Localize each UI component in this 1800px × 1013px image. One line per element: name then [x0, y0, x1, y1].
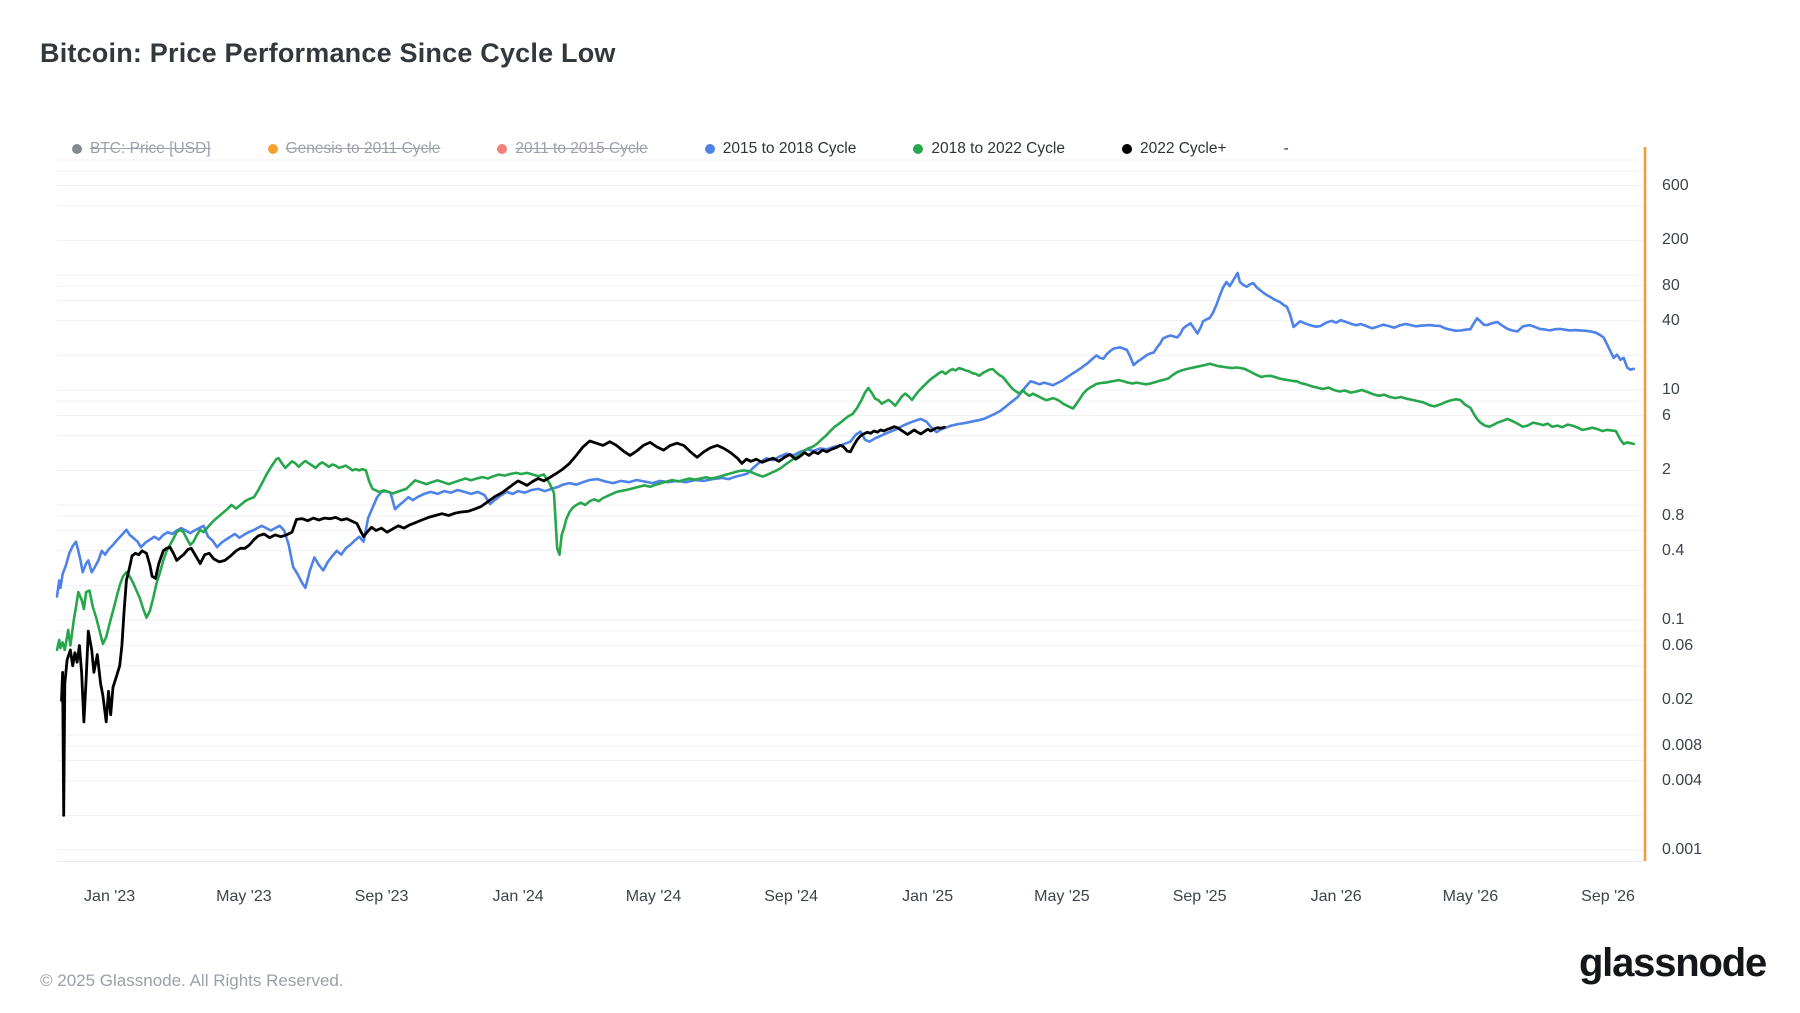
legend-dot-icon [497, 144, 508, 154]
legend-item-label: 2022 Cycle+ [1139, 140, 1227, 157]
legend: BTC: Price [USD] Genesis to 2011 Cycle 201… [72, 140, 1289, 158]
glassnode-logo: glassnode [1578, 941, 1767, 985]
copyright-text: © 2025 Glassnode. All Rights Reserved. [40, 971, 344, 990]
legend-item-label: 2018 to 2022 Cycle [931, 140, 1065, 157]
legend-dot-icon [704, 144, 715, 154]
y-axis-tick-label: 40 [1662, 311, 1680, 329]
y-axis-tick-label: 0.008 [1662, 737, 1703, 755]
y-axis-tick-label: 0.02 [1662, 691, 1694, 709]
legend-item-2[interactable]: 2011 to 2015 Cycle [497, 140, 648, 158]
y-axis-tick-label: 0.004 [1662, 771, 1703, 789]
x-axis-tick-label: May '23 [216, 888, 272, 905]
y-axis-tick-label: 10 [1662, 381, 1680, 398]
series-line-2 [60, 425, 946, 817]
page-title: Bitcoin: Price Performance Since Cycle L… [40, 38, 616, 68]
y-axis-tick-label: 0.06 [1662, 636, 1694, 654]
x-axis-tick-label: May '25 [1034, 888, 1090, 905]
x-axis-tick-label: Sep '23 [354, 888, 409, 905]
x-axis-tick-label: Sep '24 [764, 888, 819, 905]
legend-item-label: BTC: Price [USD] [90, 140, 211, 157]
x-axis-tick-label: Sep '25 [1172, 888, 1227, 905]
y-axis-tick-label: 0.001 [1662, 841, 1703, 858]
y-axis-tick-label: 0.4 [1662, 541, 1685, 559]
x-axis-tick-label: Jan '24 [492, 888, 544, 905]
legend-dot-icon [72, 144, 82, 154]
series-line-1 [55, 362, 1636, 652]
x-axis-tick-label: Jan '26 [1310, 888, 1362, 905]
x-axis-tick-label: May '24 [625, 888, 682, 905]
legend-dot-icon [1121, 144, 1132, 154]
legend-dot-icon [267, 144, 278, 154]
y-axis-tick-label: 80 [1662, 277, 1680, 295]
series-line-0 [55, 271, 1636, 598]
legend-item-0[interactable]: BTC: Price [USD] [72, 140, 211, 158]
y-axis-tick-label: 600 [1662, 176, 1689, 194]
y-axis-tick-label: 6 [1662, 406, 1671, 424]
legend-item-label: 2015 to 2018 Cycle [722, 140, 857, 157]
x-axis-tick-label: Jan '23 [84, 888, 136, 905]
y-axis-tick-label: 0.1 [1662, 611, 1685, 628]
legend-item-3[interactable]: 2015 to 2018 Cycle [704, 140, 857, 158]
legend-item-label: Genesis to 2011 Cycle [285, 140, 441, 157]
y-axis-tick-label: 0.8 [1662, 507, 1685, 525]
legend-item-1[interactable]: Genesis to 2011 Cycle [267, 140, 441, 158]
legend-item-label: 2011 to 2015 Cycle [515, 140, 648, 157]
legend-item-label: - [1283, 140, 1289, 157]
y-axis-tick-label: 2 [1662, 461, 1671, 479]
y-axis-tick-label: 200 [1662, 231, 1689, 249]
x-axis-tick-label: Sep '26 [1581, 888, 1635, 905]
legend-item-6[interactable]: - [1284, 140, 1289, 158]
x-axis-tick-label: May '26 [1442, 888, 1499, 905]
x-axis-tick-label: Jan '25 [902, 888, 954, 905]
legend-item-4[interactable]: 2018 to 2022 Cycle [913, 140, 1065, 158]
legend-item-5[interactable]: 2022 Cycle+ [1121, 140, 1227, 158]
legend-dot-icon [913, 144, 924, 154]
